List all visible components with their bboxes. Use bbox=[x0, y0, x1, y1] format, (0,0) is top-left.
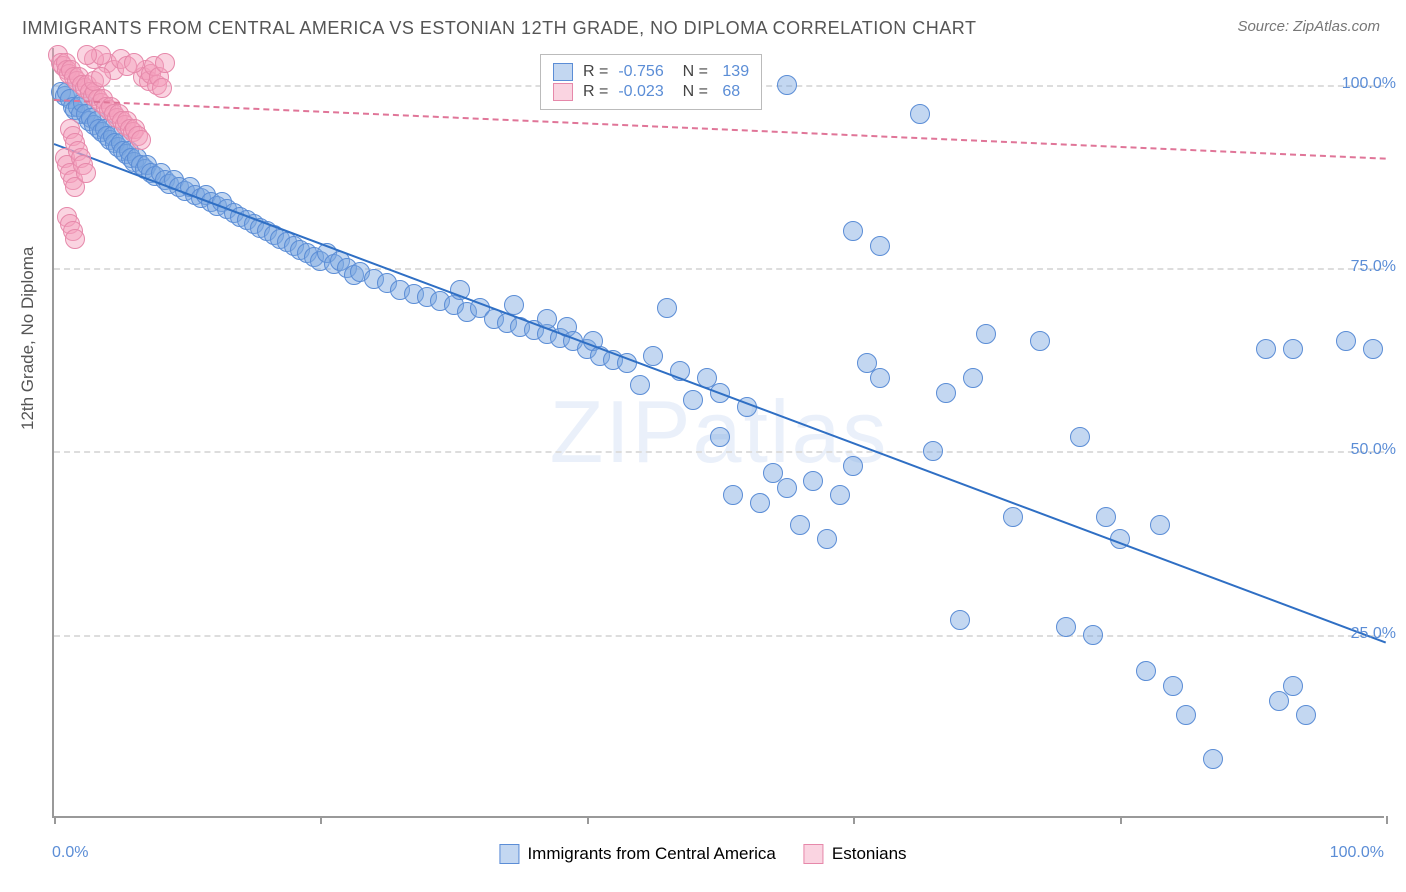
gridline bbox=[54, 451, 1384, 453]
data-point bbox=[1363, 339, 1383, 359]
y-tick-label: 50.0% bbox=[1351, 441, 1396, 459]
r-value: -0.756 bbox=[618, 63, 663, 81]
data-point bbox=[1176, 705, 1196, 725]
data-point bbox=[1003, 507, 1023, 527]
data-point bbox=[950, 610, 970, 630]
y-tick-label: 75.0% bbox=[1351, 258, 1396, 276]
source-attribution: Source: ZipAtlas.com bbox=[1237, 18, 1380, 35]
legend-item: Immigrants from Central America bbox=[499, 844, 775, 864]
data-point bbox=[131, 130, 151, 150]
data-point bbox=[1030, 331, 1050, 351]
n-label: N = bbox=[674, 63, 708, 81]
data-point bbox=[1136, 661, 1156, 681]
data-point bbox=[1203, 749, 1223, 769]
n-value: 68 bbox=[718, 83, 740, 101]
data-point bbox=[777, 478, 797, 498]
trend-line bbox=[54, 143, 1387, 644]
y-tick-label: 25.0% bbox=[1351, 625, 1396, 643]
data-point bbox=[1336, 331, 1356, 351]
data-point bbox=[870, 368, 890, 388]
correlation-legend: R = -0.756 N = 139R = -0.023 N = 68 bbox=[540, 54, 762, 110]
x-tick bbox=[320, 816, 322, 824]
legend-label: Estonians bbox=[832, 844, 907, 864]
data-point bbox=[77, 45, 97, 65]
data-point bbox=[76, 163, 96, 183]
data-point bbox=[817, 529, 837, 549]
data-point bbox=[65, 229, 85, 249]
data-point bbox=[683, 390, 703, 410]
data-point bbox=[1056, 617, 1076, 637]
y-tick-label: 100.0% bbox=[1342, 75, 1396, 93]
data-point bbox=[657, 298, 677, 318]
r-label: R = bbox=[583, 83, 608, 101]
x-tick bbox=[1386, 816, 1388, 824]
data-point bbox=[1150, 515, 1170, 535]
data-point bbox=[1283, 676, 1303, 696]
data-point bbox=[1083, 625, 1103, 645]
legend-swatch bbox=[553, 63, 573, 81]
data-point bbox=[630, 375, 650, 395]
data-point bbox=[843, 221, 863, 241]
data-point bbox=[723, 485, 743, 505]
legend-label: Immigrants from Central America bbox=[527, 844, 775, 864]
data-point bbox=[790, 515, 810, 535]
data-point bbox=[963, 368, 983, 388]
data-point bbox=[155, 53, 175, 73]
legend-swatch bbox=[804, 844, 824, 864]
x-tick bbox=[853, 816, 855, 824]
y-axis-label: 12th Grade, No Diploma bbox=[18, 247, 38, 430]
data-point bbox=[1096, 507, 1116, 527]
series-legend: Immigrants from Central America Estonians bbox=[499, 844, 906, 864]
x-tick bbox=[54, 816, 56, 824]
correlation-row: R = -0.756 N = 139 bbox=[553, 63, 749, 81]
data-point bbox=[936, 383, 956, 403]
x-axis-max-label: 100.0% bbox=[1330, 844, 1384, 862]
chart-title: IMMIGRANTS FROM CENTRAL AMERICA VS ESTON… bbox=[22, 18, 976, 39]
legend-swatch bbox=[553, 83, 573, 101]
data-point bbox=[152, 78, 172, 98]
gridline bbox=[54, 635, 1384, 637]
data-point bbox=[976, 324, 996, 344]
data-point bbox=[870, 236, 890, 256]
data-point bbox=[1163, 676, 1183, 696]
legend-swatch bbox=[499, 844, 519, 864]
data-point bbox=[830, 485, 850, 505]
data-point bbox=[923, 441, 943, 461]
gridline bbox=[54, 268, 1384, 270]
r-label: R = bbox=[583, 63, 608, 81]
data-point bbox=[710, 427, 730, 447]
data-point bbox=[777, 75, 797, 95]
data-point bbox=[1283, 339, 1303, 359]
data-point bbox=[124, 53, 144, 73]
n-label: N = bbox=[674, 83, 708, 101]
data-point bbox=[843, 456, 863, 476]
x-axis-min-label: 0.0% bbox=[52, 844, 88, 862]
data-point bbox=[750, 493, 770, 513]
data-point bbox=[91, 67, 111, 87]
correlation-row: R = -0.023 N = 68 bbox=[553, 83, 749, 101]
data-point bbox=[1256, 339, 1276, 359]
scatter-plot-area: ZIPatlas bbox=[52, 48, 1384, 818]
x-tick bbox=[587, 816, 589, 824]
legend-item: Estonians bbox=[804, 844, 907, 864]
r-value: -0.023 bbox=[618, 83, 663, 101]
n-value: 139 bbox=[718, 63, 749, 81]
data-point bbox=[1296, 705, 1316, 725]
data-point bbox=[803, 471, 823, 491]
x-tick bbox=[1120, 816, 1122, 824]
data-point bbox=[643, 346, 663, 366]
data-point bbox=[910, 104, 930, 124]
data-point bbox=[1070, 427, 1090, 447]
